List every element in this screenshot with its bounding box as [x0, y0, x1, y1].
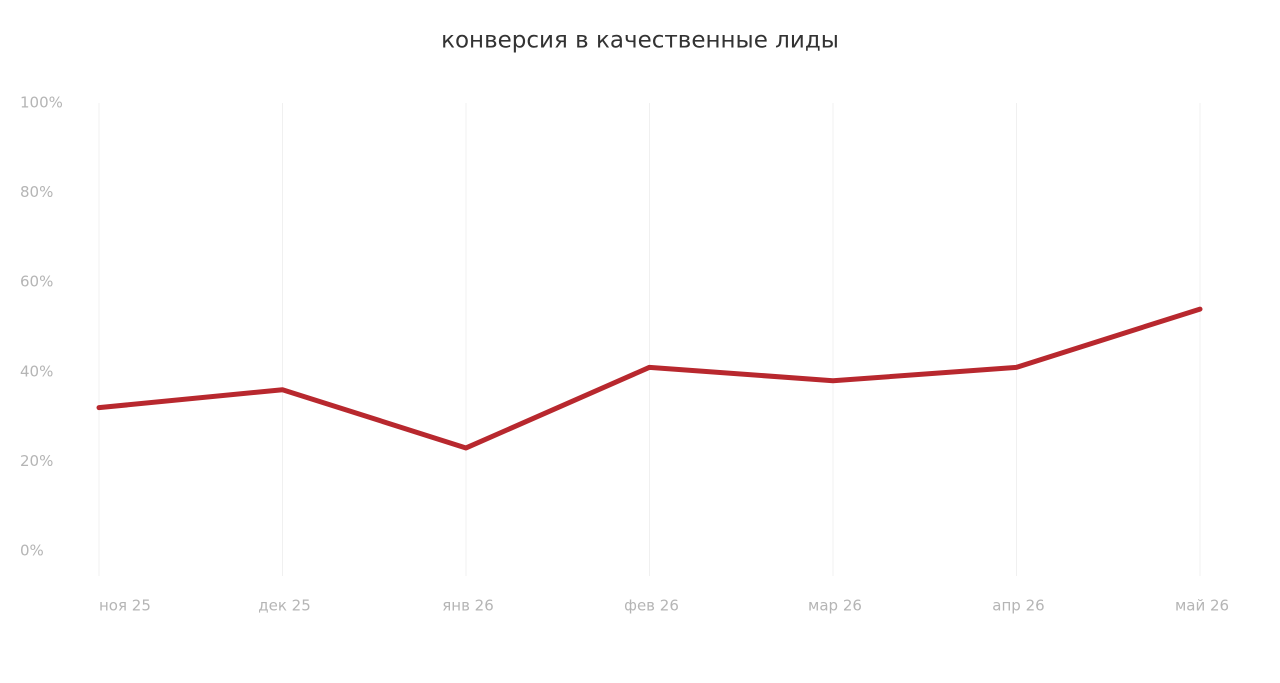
- x-tick-label: янв 26: [442, 597, 494, 615]
- y-tick-label: 0%: [20, 542, 44, 560]
- x-tick-label: дек 25: [258, 597, 311, 615]
- x-tick-label: фев 26: [624, 597, 679, 615]
- x-tick-label: мар 26: [808, 597, 862, 615]
- x-tick-label: ноя 25: [99, 597, 151, 615]
- x-tick-label: май 26: [1175, 597, 1229, 615]
- y-tick-label: 100%: [20, 94, 63, 112]
- chart-title: конверсия в качественные лиды: [441, 28, 839, 54]
- y-tick-label: 80%: [20, 183, 53, 201]
- data-line: [96, 306, 1203, 451]
- x-tick-label: апр 26: [992, 597, 1044, 615]
- y-tick-label: 40%: [20, 362, 53, 380]
- y-tick-label: 20%: [20, 452, 53, 470]
- y-tick-label: 60%: [20, 273, 53, 291]
